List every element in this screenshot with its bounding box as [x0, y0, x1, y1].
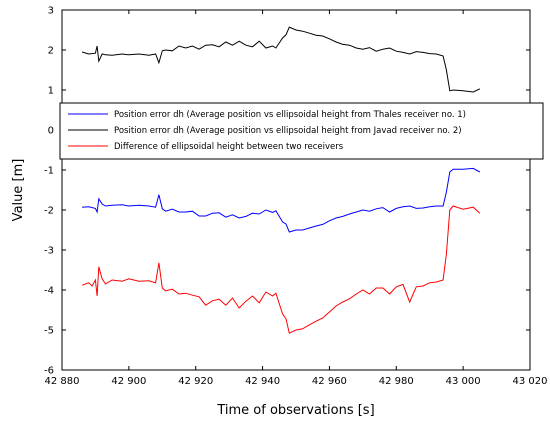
series-line-2: [81, 26, 481, 93]
y-axis-title: Value [m]: [11, 159, 26, 222]
x-tick-label: 42 920: [178, 376, 213, 387]
x-tick-label: 42 980: [379, 376, 414, 387]
x-tick-label: 42 940: [245, 376, 280, 387]
x-tick-label: 42 960: [312, 376, 347, 387]
series-line-1: [82, 167, 481, 233]
y-tick-label: -6: [44, 366, 54, 377]
y-tick-label: -2: [44, 206, 54, 217]
legend: Position error dh (Average position vs e…: [59, 102, 544, 160]
y-tick-label: 0: [48, 126, 54, 137]
y-tick-label: 1: [48, 86, 54, 97]
plot-frame: [61, 9, 531, 371]
y-tick-label: 2: [48, 46, 54, 57]
x-axis-title: Time of observations [s]: [216, 403, 374, 418]
y-tick-label: -5: [44, 326, 54, 337]
axis-ticks: 42 880 42 900 42 920 42 940 42 960 42 980 43 0…: [44, 6, 547, 388]
y-tick-label: 3: [48, 6, 54, 17]
y-tick-label: -3: [44, 246, 54, 257]
y-tick-label: -4: [44, 286, 54, 297]
legend-label-3: Difference of ellipsoidal height between…: [114, 142, 344, 152]
x-tick-label: 43 000: [446, 376, 481, 387]
series-line-3: [81, 205, 481, 334]
y-tick-label: -1: [44, 166, 54, 177]
x-tick-label: 43 020: [513, 376, 548, 387]
x-tick-label: 42 900: [111, 376, 146, 387]
legend-label-2: Position error dh (Average position vs e…: [114, 126, 462, 136]
series-layer: [81, 26, 481, 334]
legend-label-1: Position error dh (Average position vs e…: [114, 110, 466, 120]
x-tick-label: 42 880: [45, 376, 80, 387]
legend-box: [59, 102, 544, 160]
